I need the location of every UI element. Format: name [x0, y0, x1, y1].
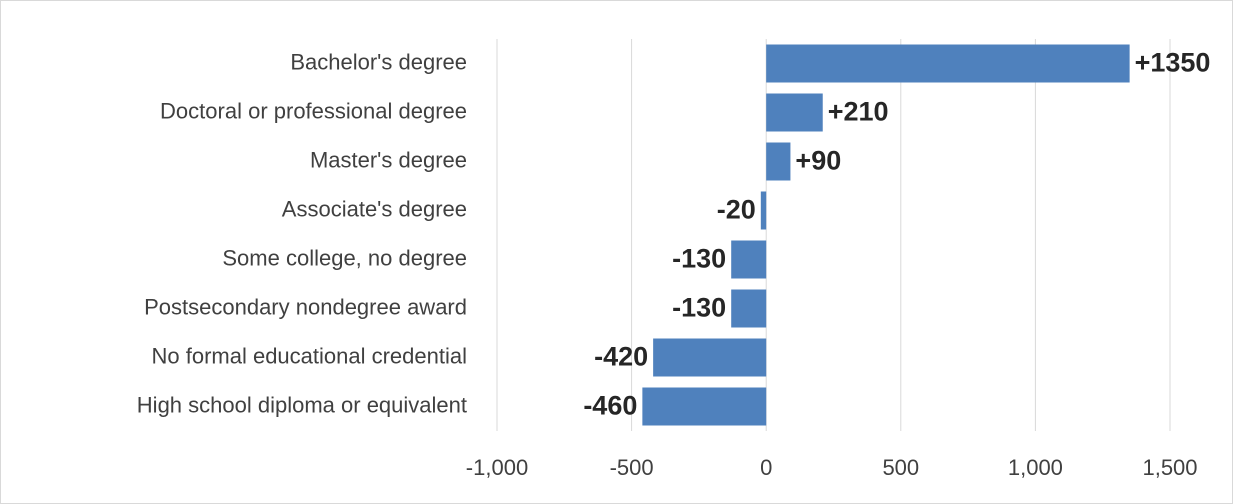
value-label: +1350: [1135, 48, 1211, 78]
bar: [653, 338, 767, 377]
x-tick-label: 0: [760, 455, 772, 480]
x-tick-label: 1,000: [1008, 455, 1063, 480]
value-label: -460: [583, 391, 637, 421]
y-tick-label: High school diploma or equivalent: [137, 392, 467, 417]
bar: [766, 93, 823, 132]
bar: [766, 142, 791, 181]
value-label: -130: [672, 244, 726, 274]
value-label: +90: [795, 146, 841, 176]
y-tick-label: No formal educational credential: [151, 343, 467, 368]
y-tick-label: Associate's degree: [282, 196, 467, 221]
value-label: -130: [672, 293, 726, 323]
x-tick-label: -1,000: [466, 455, 528, 480]
x-tick-label: 1,500: [1142, 455, 1197, 480]
bar: [760, 191, 767, 230]
y-tick-label: Master's degree: [310, 147, 467, 172]
value-label: -420: [594, 342, 648, 372]
y-tick-label: Bachelor's degree: [290, 49, 467, 74]
x-tick-label: -500: [610, 455, 654, 480]
y-tick-label: Some college, no degree: [222, 245, 467, 270]
bar: [642, 387, 767, 426]
bar: [731, 289, 767, 328]
y-tick-label: Doctoral or professional degree: [160, 98, 467, 123]
bar: [731, 240, 767, 279]
x-tick-label: 500: [882, 455, 919, 480]
value-label: -20: [717, 195, 756, 225]
value-label: +210: [828, 97, 889, 127]
y-tick-label: Postsecondary nondegree award: [144, 294, 467, 319]
bar: [766, 44, 1130, 83]
